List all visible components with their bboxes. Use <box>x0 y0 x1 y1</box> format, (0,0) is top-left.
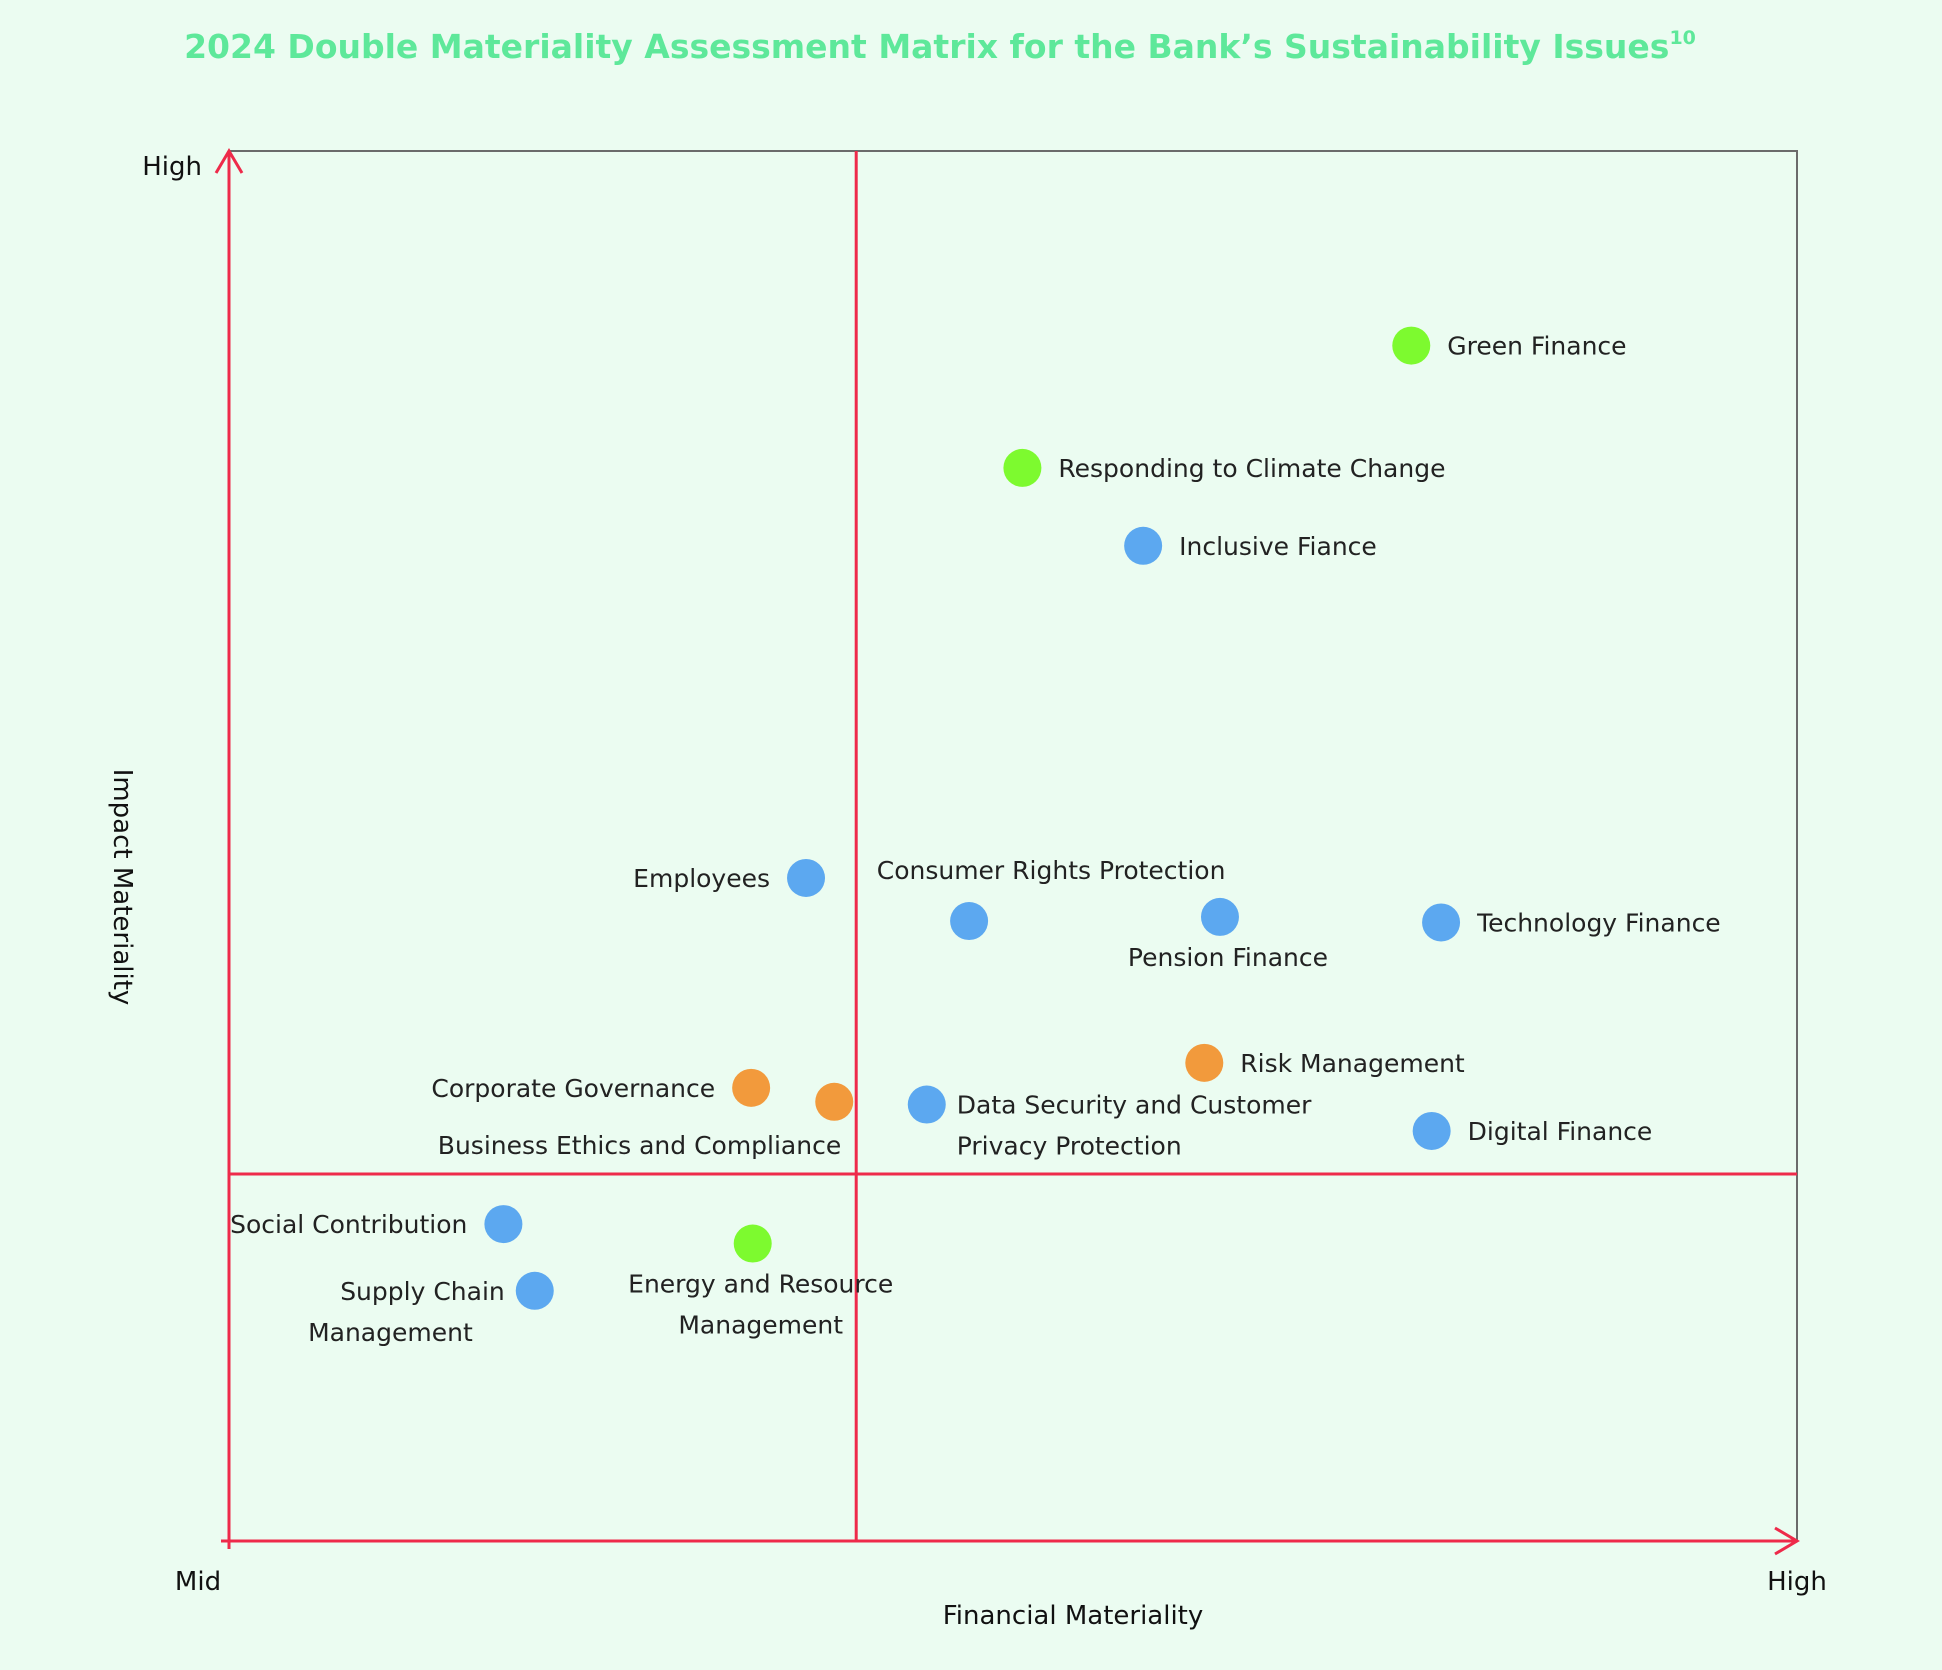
point-label-line: Corporate Governance <box>431 1074 715 1103</box>
point-consumer-rights-protection <box>950 902 989 941</box>
point-pension-finance <box>1200 897 1239 936</box>
y-tick-label-high: High <box>142 152 202 182</box>
point-supply-chain-management <box>515 1271 554 1310</box>
x-tick-label-high: High <box>1767 1567 1827 1597</box>
point-label-line: Privacy Protection <box>957 1132 1182 1161</box>
point-social-contribution <box>484 1205 523 1244</box>
point-label-digital-finance: Digital Finance <box>1468 1117 1653 1146</box>
axis-labels: Mid High High Financial Materiality Impact M… <box>107 152 1827 1631</box>
point-risk-management <box>1185 1043 1224 1082</box>
point-green-finance <box>1392 326 1431 365</box>
point-label-consumer-rights-protection: Consumer Rights Protection <box>877 856 1226 885</box>
x-tick-label-mid: Mid <box>175 1567 221 1597</box>
point-label-line: Technology Finance <box>1476 908 1721 937</box>
point-corporate-governance <box>732 1068 771 1107</box>
point-label-technology-finance: Technology Finance <box>1476 908 1721 937</box>
point-label-line: Management <box>678 1311 843 1340</box>
point-label-line: Risk Management <box>1240 1049 1465 1078</box>
point-label-green-finance: Green Finance <box>1447 332 1626 361</box>
title-superscript: 10 <box>1669 27 1695 49</box>
point-label-employees: Employees <box>633 864 770 893</box>
point-label-social-contribution: Social Contribution <box>230 1210 467 1239</box>
point-label-pension-finance: Pension Finance <box>1128 943 1328 972</box>
point-label-data-security-and-customer-privacy-protection: Data Security and Customer Privacy Protec… <box>957 1091 1312 1161</box>
point-label-line: Green Finance <box>1447 332 1626 361</box>
point-employees <box>787 858 826 897</box>
point-label-inclusive-fiance: Inclusive Fiance <box>1179 532 1377 561</box>
point-label-line: Digital Finance <box>1468 1117 1653 1146</box>
point-label-line: Management <box>308 1318 473 1347</box>
point-label-responding-to-climate-change: Responding to Climate Change <box>1058 454 1445 483</box>
point-data-security-and-customer-privacy-protection <box>907 1085 946 1124</box>
point-label-energy-and-resource-management: Energy and Resource Management <box>628 1270 893 1340</box>
x-axis-arrowhead <box>1774 1526 1800 1556</box>
point-label-risk-management: Risk Management <box>1240 1049 1465 1078</box>
point-label-line: Inclusive Fiance <box>1179 532 1377 561</box>
point-energy-and-resource-management <box>733 1224 772 1263</box>
point-label-corporate-governance: Corporate Governance <box>431 1074 715 1103</box>
point-label-line: Employees <box>633 864 770 893</box>
point-label-line: Data Security and Customer <box>957 1091 1312 1120</box>
point-label-line: Energy and Resource <box>628 1270 893 1299</box>
axes <box>214 148 1800 1556</box>
point-inclusive-fiance <box>1124 526 1163 565</box>
point-responding-to-climate-change <box>1003 448 1042 487</box>
y-axis-arrowhead <box>214 148 244 174</box>
point-label-line: Responding to Climate Change <box>1058 454 1445 483</box>
point-technology-finance <box>1422 903 1461 942</box>
labels-layer: Green Finance Responding to Climate Chang… <box>230 332 1721 1347</box>
point-digital-finance <box>1412 1111 1451 1150</box>
points-layer <box>484 326 1461 1310</box>
point-label-supply-chain-management: Supply Chain Management <box>308 1277 505 1347</box>
x-axis-title: Financial Materiality <box>943 1601 1204 1631</box>
y-axis-title: Impact Materiality <box>107 769 137 1006</box>
point-business-ethics-and-compliance <box>815 1082 854 1121</box>
point-label-line: Business Ethics and Compliance <box>438 1131 841 1160</box>
point-label-line: Supply Chain <box>340 1277 505 1306</box>
point-label-line: Social Contribution <box>230 1210 467 1239</box>
point-label-business-ethics-and-compliance: Business Ethics and Compliance <box>438 1131 841 1160</box>
point-label-line: Pension Finance <box>1128 943 1328 972</box>
chart-title: 2024 Double Materiality Assessment Matri… <box>184 27 1696 66</box>
point-label-line: Consumer Rights Protection <box>877 856 1226 885</box>
quadrant-lines <box>229 151 1797 1541</box>
